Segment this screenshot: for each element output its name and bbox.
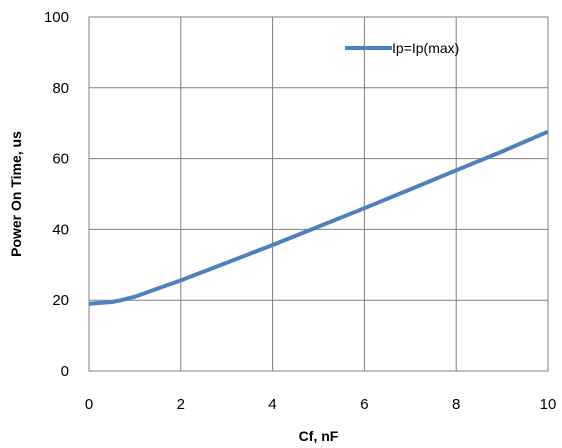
series-line-0 (88, 129, 549, 306)
plot-area-border (88, 16, 549, 372)
x-tick-label: 4 (268, 396, 276, 413)
y-axis-ticks: 0 20 40 60 80 100 (44, 9, 69, 380)
x-axis-title: Cf, nF (299, 428, 339, 444)
y-axis-title: Power On Time, us (8, 131, 24, 257)
series-lines (88, 129, 549, 306)
x-tick-label: 6 (360, 396, 368, 413)
x-tick-label: 2 (177, 396, 185, 413)
grid (88, 16, 549, 372)
y-tick-label: 100 (44, 9, 69, 26)
y-tick-label: 0 (61, 363, 69, 380)
x-tick-label: 0 (85, 396, 93, 413)
y-tick-label: 80 (52, 80, 69, 97)
y-tick-label: 20 (52, 292, 69, 309)
legend: Ip=Ip(max) (345, 40, 459, 56)
y-tick-label: 40 (52, 221, 69, 238)
y-tick-label: 60 (52, 151, 69, 168)
x-tick-label: 10 (540, 396, 557, 413)
legend-label: Ip=Ip(max) (392, 40, 459, 56)
x-tick-label: 8 (452, 396, 460, 413)
x-axis-ticks: 0 2 4 6 8 10 (85, 396, 557, 413)
